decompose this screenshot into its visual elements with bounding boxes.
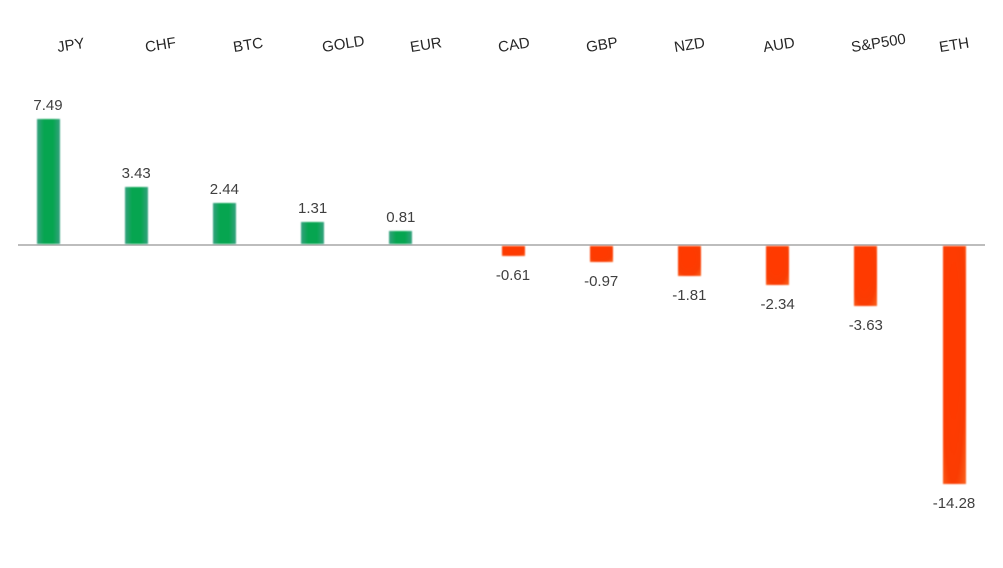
value-label-aud: -2.34: [760, 295, 795, 313]
bar-chf: [124, 186, 148, 244]
bar-cad: [501, 246, 525, 257]
category-label-gbp: GBP: [585, 34, 620, 57]
bar-nzd: [677, 246, 701, 277]
bar-gbp: [589, 246, 613, 263]
value-label-eur: 0.81: [386, 208, 416, 226]
category-label-s-p500: S&P500: [849, 30, 907, 57]
bar-eth: [942, 246, 966, 484]
category-label-gold: GOLD: [320, 32, 366, 57]
bar-jpy: [36, 119, 60, 244]
category-label-eth: ETH: [938, 34, 971, 57]
value-label-gbp: -0.97: [584, 273, 619, 291]
category-label-nzd: NZD: [673, 34, 707, 57]
value-label-gold: 1.31: [297, 200, 328, 218]
value-label-eth: -14.28: [932, 494, 976, 512]
bar-s-p500: [854, 246, 878, 307]
bar-btc: [212, 203, 236, 244]
bar-gold: [301, 222, 325, 244]
category-label-aud: AUD: [761, 34, 796, 57]
value-label-nzd: -1.81: [672, 287, 707, 305]
bar-aud: [766, 246, 790, 285]
category-label-chf: CHF: [144, 34, 178, 57]
value-label-btc: 2.44: [209, 181, 239, 199]
category-label-btc: BTC: [232, 34, 265, 57]
category-label-eur: EUR: [408, 34, 443, 57]
value-label-s-p500: -3.63: [848, 317, 883, 335]
value-label-chf: 3.43: [121, 164, 151, 182]
zero-axis-line: [18, 243, 985, 246]
category-label-jpy: JPY: [56, 34, 86, 57]
bar-eur: [389, 230, 413, 244]
category-label-cad: CAD: [497, 34, 531, 57]
value-label-cad: -0.61: [495, 267, 531, 285]
value-label-jpy: 7.49: [33, 97, 63, 115]
